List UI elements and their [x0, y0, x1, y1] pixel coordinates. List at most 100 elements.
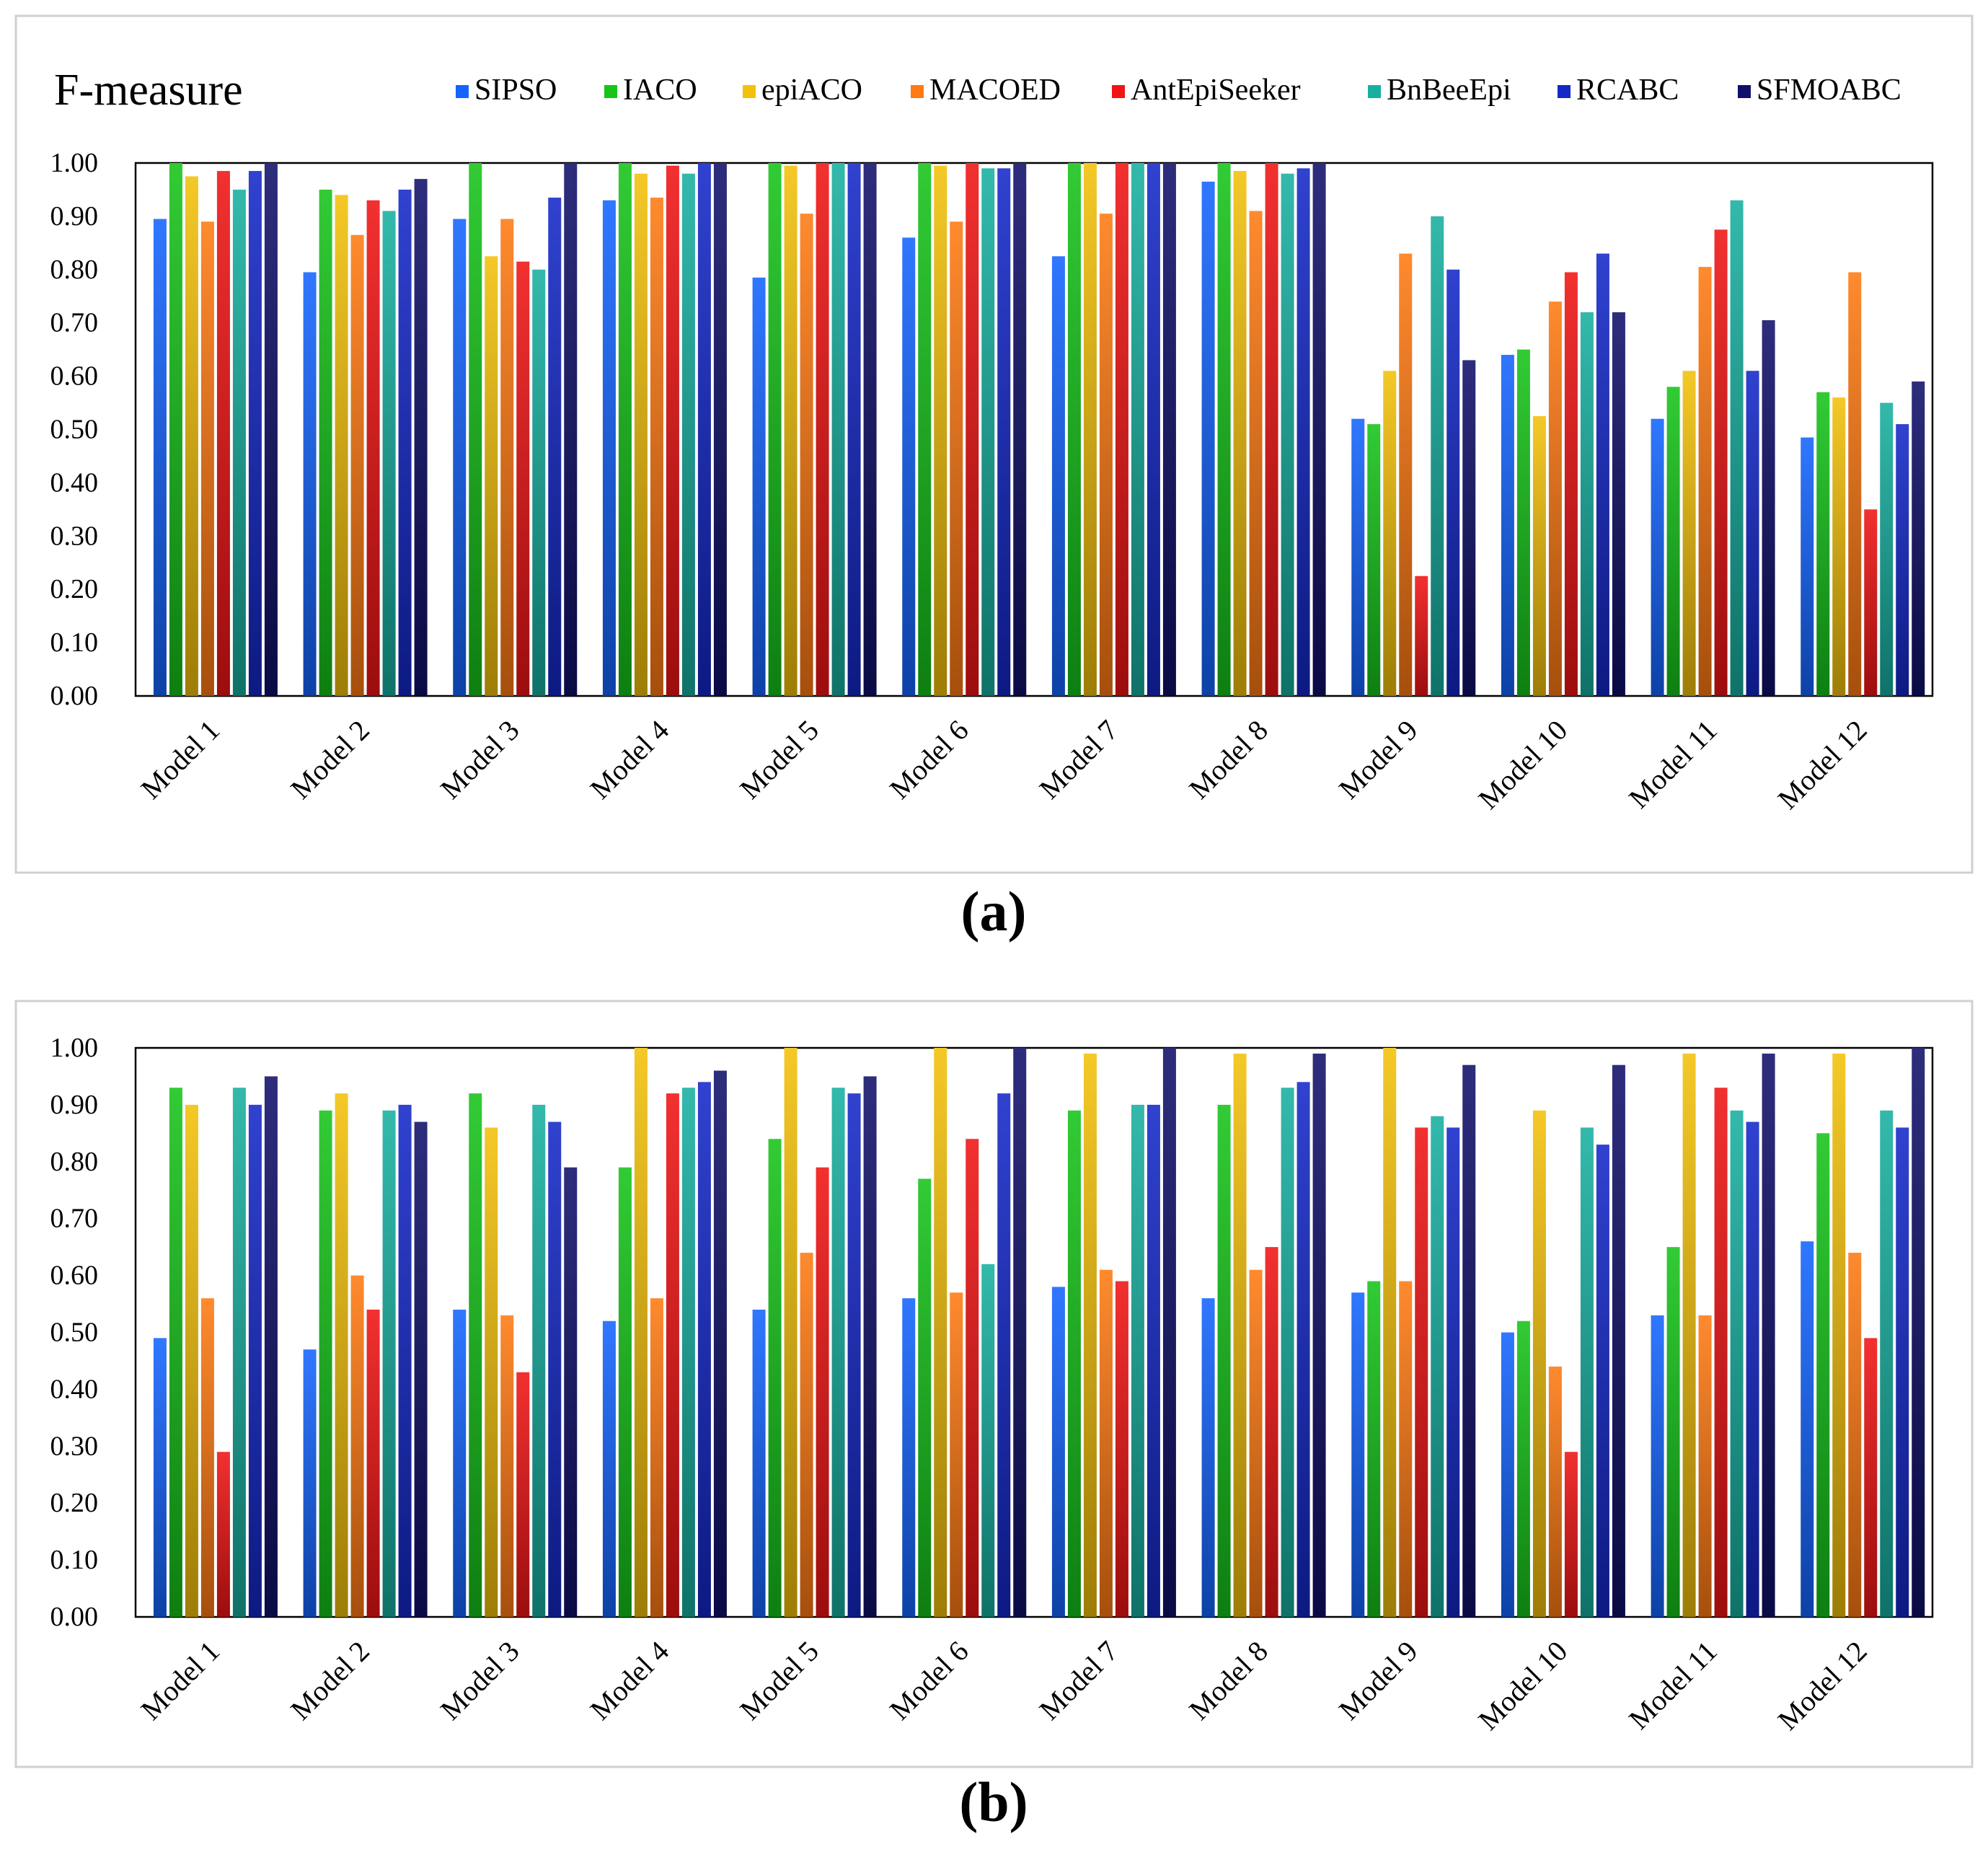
- bar-macoed-model-7: [1099, 1269, 1113, 1617]
- bar-sfmoabc-model-4: [713, 1070, 727, 1617]
- bar-sipso-model-4: [602, 200, 616, 697]
- bar-iaco-model-6: [918, 1178, 932, 1617]
- bar-epiaco-model-12: [1832, 1053, 1846, 1617]
- bar-macoed-model-2: [350, 234, 364, 696]
- bar-macoed-model-1: [200, 1298, 214, 1617]
- bar-iaco-model-10: [1516, 349, 1530, 696]
- bar-sipso-model-1: [153, 219, 167, 697]
- bar-sfmoabc-model-6: [1013, 1048, 1027, 1617]
- y-tick-label: 0.00: [50, 1602, 99, 1632]
- bar-iaco-model-5: [768, 163, 782, 696]
- bar-rcabc-model-11: [1746, 1121, 1759, 1617]
- bar-sipso-model-6: [902, 237, 916, 697]
- bar-sipso-model-4: [602, 1321, 616, 1617]
- bar-epiaco-model-8: [1233, 1053, 1247, 1617]
- bar-antepiseeker-model-8: [1265, 163, 1278, 696]
- bar-rcabc-model-1: [248, 171, 262, 696]
- bar-macoed-model-3: [500, 219, 514, 697]
- bar-macoed-model-3: [500, 1315, 514, 1617]
- bar-rcabc-model-12: [1896, 424, 1909, 696]
- bar-epiaco-model-2: [335, 1093, 348, 1617]
- y-tick-label: 0.40: [50, 467, 99, 498]
- bar-macoed-model-10: [1548, 301, 1562, 696]
- bar-macoed-model-4: [650, 198, 663, 696]
- legend-swatch-sipso: [456, 85, 469, 98]
- bar-epiaco-model-3: [485, 1127, 498, 1617]
- bar-sfmoabc-model-12: [1912, 1048, 1925, 1617]
- bar-antepiseeker-model-10: [1564, 1452, 1578, 1617]
- y-tick-label: 0.20: [50, 574, 99, 604]
- bar-bnbeeepi-model-4: [681, 173, 695, 696]
- bar-sfmoabc-model-7: [1162, 163, 1176, 696]
- bar-epiaco-model-10: [1532, 416, 1546, 696]
- y-tick-label: 0.40: [50, 1374, 99, 1404]
- bar-sipso-model-10: [1501, 355, 1514, 696]
- bar-epiaco-model-1: [185, 1104, 198, 1617]
- bar-antepiseeker-model-10: [1564, 272, 1578, 696]
- bar-iaco-model-9: [1367, 424, 1381, 696]
- bar-macoed-model-9: [1399, 1281, 1413, 1617]
- bar-macoed-model-11: [1698, 1315, 1712, 1617]
- bar-macoed-model-10: [1548, 1366, 1562, 1617]
- bar-sfmoabc-model-10: [1612, 312, 1625, 696]
- legend-label-rcabc: RCABC: [1576, 74, 1679, 107]
- bar-epiaco-model-6: [934, 1048, 947, 1617]
- bar-bnbeeepi-model-11: [1730, 1110, 1744, 1617]
- bar-macoed-model-12: [1848, 1253, 1862, 1617]
- legend-swatch-macoed: [911, 85, 924, 98]
- bar-epiaco-model-12: [1832, 397, 1846, 696]
- bar-bnbeeepi-model-12: [1880, 402, 1894, 696]
- bar-rcabc-model-4: [697, 1082, 711, 1617]
- bar-antepiseeker-model-2: [366, 200, 380, 697]
- bar-rcabc-model-8: [1296, 168, 1310, 696]
- bar-iaco-model-3: [469, 163, 482, 696]
- bar-sfmoabc-model-2: [414, 1121, 428, 1617]
- bar-iaco-model-6: [918, 163, 932, 696]
- bar-bnbeeepi-model-1: [232, 1088, 246, 1617]
- bar-rcabc-model-3: [548, 198, 562, 696]
- bar-sfmoabc-model-1: [264, 163, 278, 696]
- chart-panel-a: 0.00 0.10 0.20 0.30 0.40 0.50 0.60 0.70 0.80 0.90…: [14, 14, 1974, 943]
- bar-bnbeeepi-model-5: [831, 163, 845, 696]
- y-tick-label: 0.70: [50, 1204, 99, 1234]
- bar-sfmoabc-model-5: [863, 1076, 877, 1617]
- bar-bnbeeepi-model-11: [1730, 200, 1744, 697]
- bar-antepiseeker-model-8: [1265, 1247, 1278, 1617]
- bar-iaco-model-2: [319, 189, 332, 696]
- bar-sipso-model-2: [303, 1349, 317, 1617]
- bar-antepiseeker-model-5: [816, 163, 829, 696]
- bar-sipso-model-7: [1051, 256, 1065, 696]
- bar-bnbeeepi-model-2: [382, 1110, 396, 1617]
- bar-sfmoabc-model-12: [1912, 381, 1925, 696]
- bar-antepiseeker-model-6: [966, 163, 979, 696]
- y-tick-label: 0.50: [50, 415, 99, 445]
- bar-bnbeeepi-model-7: [1131, 1104, 1144, 1617]
- bar-rcabc-model-10: [1596, 1145, 1609, 1617]
- bar-bnbeeepi-model-1: [232, 189, 246, 696]
- plot-area: [134, 1046, 1934, 1618]
- legend-swatch-sfmoabc: [1738, 85, 1751, 98]
- y-tick-label: 0.20: [50, 1488, 99, 1518]
- bar-sipso-model-11: [1651, 418, 1664, 696]
- bar-epiaco-model-8: [1233, 171, 1247, 696]
- bar-macoed-model-8: [1249, 1269, 1263, 1617]
- bar-iaco-model-7: [1067, 163, 1081, 696]
- bar-rcabc-model-2: [398, 189, 412, 696]
- bar-rcabc-model-5: [847, 1093, 861, 1617]
- bar-macoed-model-11: [1698, 267, 1712, 697]
- legend-swatch-epiaco: [743, 85, 756, 98]
- bar-sfmoabc-model-6: [1013, 163, 1027, 696]
- bar-epiaco-model-2: [335, 195, 348, 697]
- bar-rcabc-model-2: [398, 1104, 412, 1617]
- y-tick-label: 0.60: [50, 361, 99, 392]
- bar-sfmoabc-model-11: [1762, 320, 1775, 696]
- bar-sfmoabc-model-8: [1312, 163, 1326, 696]
- bar-sfmoabc-model-7: [1162, 1048, 1176, 1617]
- bar-sfmoabc-model-4: [713, 163, 727, 696]
- y-tick-label: 0.80: [50, 1147, 99, 1177]
- bar-macoed-model-1: [200, 221, 214, 696]
- y-tick-label: 0.80: [50, 255, 99, 285]
- bar-epiaco-model-4: [634, 173, 648, 696]
- legend-swatch-rcabc: [1558, 85, 1570, 98]
